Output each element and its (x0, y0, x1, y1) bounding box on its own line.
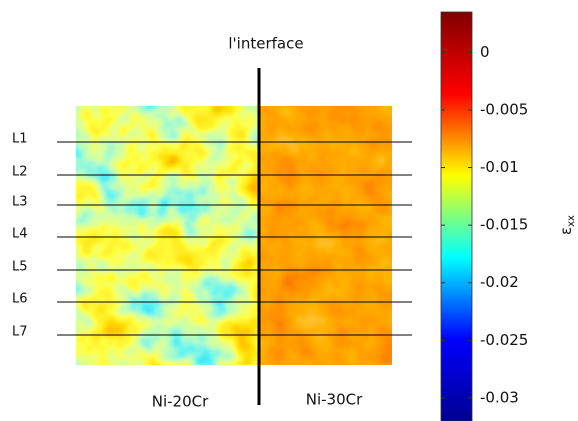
strain-field-left (76, 106, 260, 365)
colorbar-tick-label: -0.025 (480, 331, 528, 349)
profile-label: L7 (12, 325, 28, 340)
colorbar-symbol: ε (557, 227, 575, 235)
colorbar-label: εxx (557, 215, 578, 235)
interface-label: l'interface (228, 35, 303, 53)
colorbar-tick-label: 0 (480, 43, 490, 61)
colorbar-tick-label: -0.02 (480, 273, 519, 291)
profile-label: L1 (12, 132, 28, 147)
colorbar-tick-label: -0.03 (480, 388, 519, 406)
profile-label: L2 (12, 165, 28, 180)
colorbar-tick-label: -0.015 (480, 216, 528, 234)
profile-label: L3 (12, 195, 28, 210)
region-label: Ni-20Cr (152, 393, 209, 411)
colorbar-tick-label: -0.005 (480, 100, 528, 118)
strain-field-right (259, 106, 392, 365)
profile-label: L6 (12, 292, 28, 307)
colorbar-tick-label: -0.01 (480, 158, 519, 176)
profile-label: L4 (12, 227, 28, 242)
profile-label: L5 (12, 260, 28, 275)
colorbar (440, 11, 473, 421)
colorbar-subscript: xx (566, 215, 577, 227)
region-label: Ni-30Cr (306, 391, 363, 409)
